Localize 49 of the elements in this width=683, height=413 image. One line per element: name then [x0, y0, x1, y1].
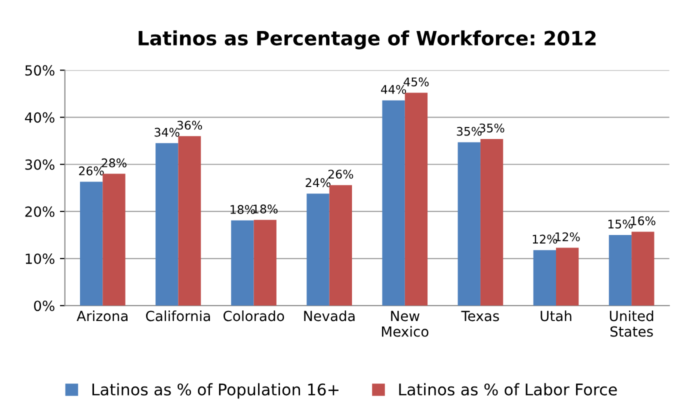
- x-tick-label: New Mexico: [382, 310, 428, 337]
- data-label: 35%: [456, 126, 482, 136]
- bar: [556, 248, 579, 306]
- data-label: 28%: [102, 158, 126, 168]
- x-tick-label: Nevada: [304, 310, 355, 322]
- chart-title: Latinos as Percentage of Workforce: 2012: [138, 30, 596, 50]
- data-label: 26%: [79, 166, 104, 176]
- bar: [458, 142, 480, 306]
- x-tick-label: Texas: [461, 310, 499, 322]
- data-label: 36%: [177, 120, 202, 130]
- bar: [231, 220, 254, 306]
- bar: [254, 220, 276, 306]
- legend-label: Latinos as % of Labor Force: [399, 383, 617, 396]
- x-tick-label: Colorado: [224, 310, 284, 322]
- x-tick-label: Arizona: [76, 310, 128, 322]
- data-label: 35%: [480, 124, 504, 132]
- data-label: 18%: [230, 205, 255, 214]
- bar: [382, 100, 405, 306]
- legend-label: Latinos as % of Population 16+: [92, 383, 338, 399]
- data-label: 12%: [532, 234, 558, 244]
- y-tick-label: 0%: [34, 300, 54, 312]
- data-label: 24%: [306, 178, 330, 188]
- y-tick-label: 10%: [26, 254, 54, 264]
- data-label: 34%: [154, 128, 180, 137]
- x-tick-label: Utah: [540, 310, 572, 322]
- bar: [102, 174, 126, 306]
- y-tick-label: 30%: [25, 159, 54, 170]
- bar: [480, 138, 504, 306]
- bar: [80, 182, 103, 306]
- x-tick-label: United States: [610, 310, 654, 337]
- bar: [306, 194, 330, 306]
- y-tick-label: 20%: [25, 206, 54, 217]
- bar: [156, 143, 178, 306]
- data-label: 45%: [404, 77, 429, 86]
- bar: [608, 234, 632, 306]
- data-label: 26%: [328, 170, 354, 179]
- data-label: 12%: [556, 232, 580, 242]
- bar: [632, 232, 654, 306]
- data-label: 44%: [381, 84, 406, 94]
- bar: [404, 92, 428, 306]
- bar: [329, 185, 352, 306]
- bar: [533, 250, 556, 306]
- y-tick-label: 50%: [25, 65, 54, 76]
- data-label: 16%: [631, 216, 656, 226]
- data-label: 15%: [608, 220, 633, 229]
- data-label: 18%: [253, 204, 278, 214]
- y-tick-label: 40%: [24, 112, 54, 123]
- bar: [178, 136, 201, 306]
- x-tick-label: California: [146, 310, 210, 322]
